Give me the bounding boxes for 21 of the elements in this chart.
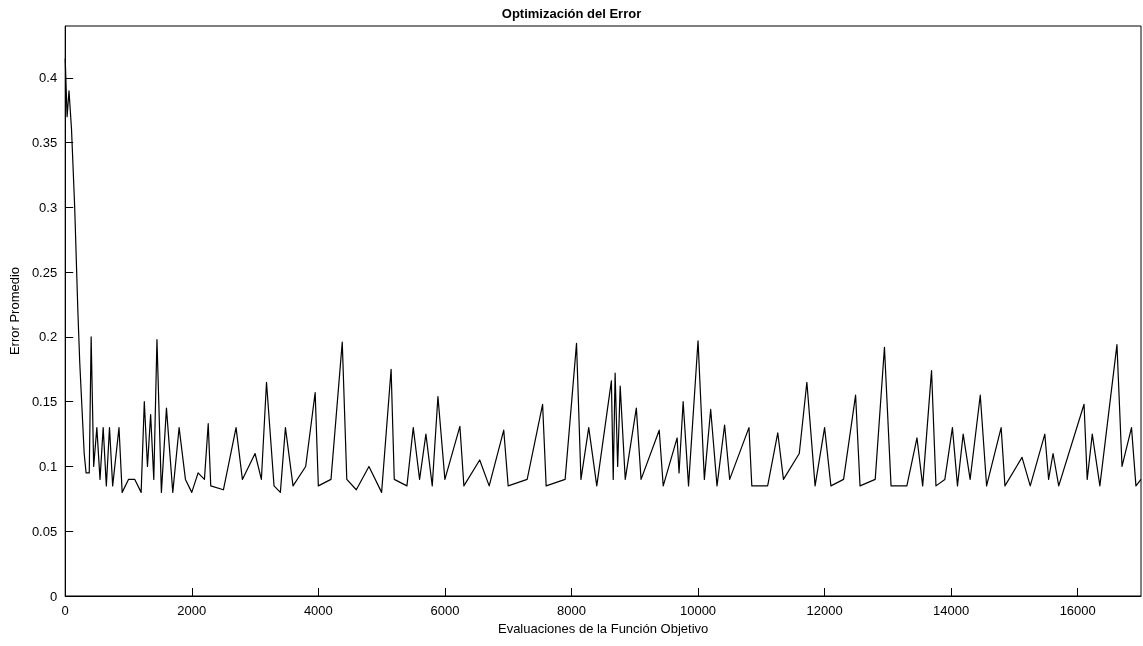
y-tick-label: 0.05 — [31, 523, 58, 539]
chart-title: Optimización del Error — [501, 6, 642, 21]
y-tick-label: 0 — [49, 588, 58, 604]
x-tick-label: 4000 — [303, 603, 333, 618]
y-tick-label: 0.25 — [31, 264, 58, 280]
y-tick-label: 0.1 — [39, 458, 58, 474]
x-axis-title: Evaluaciones de la Función Objetivo — [497, 620, 709, 636]
x-tick-label: 0 — [61, 603, 69, 618]
x-tick-label: 10000 — [679, 603, 717, 618]
y-axis-title: Error Promedio — [7, 266, 22, 356]
x-tick-label: 2000 — [177, 603, 207, 618]
y-tick-label: 0.3 — [39, 199, 58, 215]
x-tick-label: 16000 — [1059, 603, 1096, 618]
y-tick-label: 0.2 — [39, 329, 58, 345]
x-tick-label: 12000 — [806, 603, 843, 618]
y-tick-label: 0.4 — [39, 70, 58, 86]
x-tick-label: 6000 — [430, 603, 460, 618]
x-tick-label: 14000 — [933, 603, 970, 618]
x-tick-label: 8000 — [557, 603, 586, 618]
y-tick-label: 0.35 — [31, 135, 58, 151]
y-tick-label: 0.15 — [31, 394, 58, 410]
